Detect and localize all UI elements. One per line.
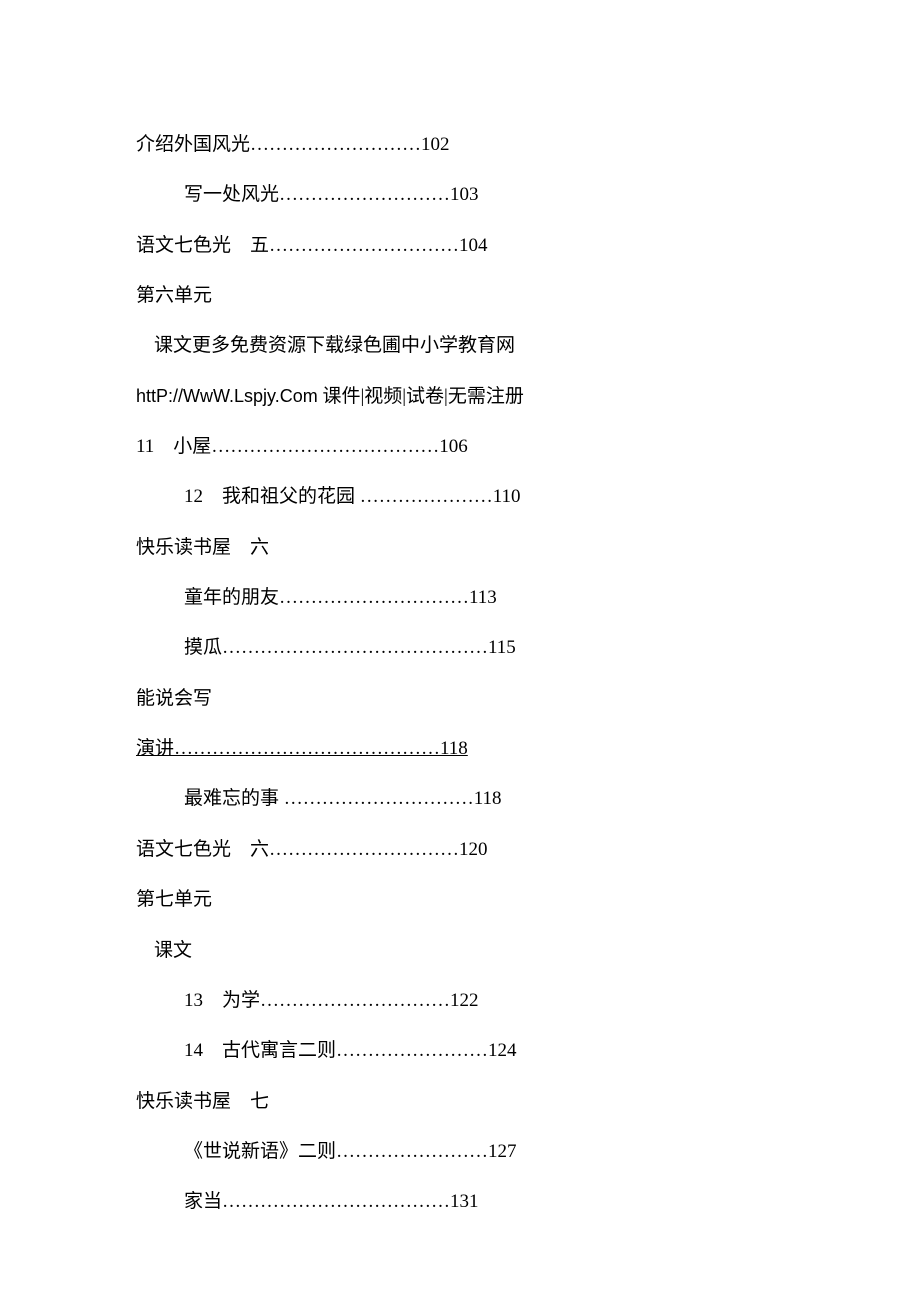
toc-line-9: 童年的朋友…………………………113 — [136, 573, 784, 623]
toc-line-15: 第七单元 — [136, 875, 784, 925]
toc-line-18: 14 古代寓言二则……………………124 — [136, 1026, 784, 1076]
toc-line-16: 课文 — [136, 926, 784, 976]
toc-line-17: 13 为学…………………………122 — [136, 976, 784, 1026]
toc-line-3: 第六单元 — [136, 271, 784, 321]
document-body: 介绍外国风光………………………102写一处风光………………………103语文七色光… — [136, 120, 784, 1228]
toc-line-14: 语文七色光 六…………………………120 — [136, 825, 784, 875]
toc-line-21: 家当………………………………131 — [136, 1177, 784, 1227]
toc-line-2: 语文七色光 五…………………………104 — [136, 221, 784, 271]
toc-line-20: 《世说新语》二则……………………127 — [136, 1127, 784, 1177]
toc-line-12: 演讲……………………………………118 — [136, 724, 784, 774]
toc-line-11: 能说会写 — [136, 674, 784, 724]
toc-line-19: 快乐读书屋 七 — [136, 1077, 784, 1127]
toc-line-7: 12 我和祖父的花园 …………………110 — [136, 472, 784, 522]
toc-line-5: httP://WwW.Lspjy.Com 课件|视频|试卷|无需注册 — [136, 372, 784, 422]
toc-line-10: 摸瓜……………………………………115 — [136, 623, 784, 673]
toc-line-0: 介绍外国风光………………………102 — [136, 120, 784, 170]
toc-line-1: 写一处风光………………………103 — [136, 170, 784, 220]
toc-line-13: 最难忘的事 …………………………118 — [136, 774, 784, 824]
toc-line-8: 快乐读书屋 六 — [136, 523, 784, 573]
toc-line-6: 11 小屋………………………………106 — [136, 422, 784, 472]
toc-line-4: 课文更多免费资源下载绿色圃中小学教育网 — [136, 321, 784, 371]
